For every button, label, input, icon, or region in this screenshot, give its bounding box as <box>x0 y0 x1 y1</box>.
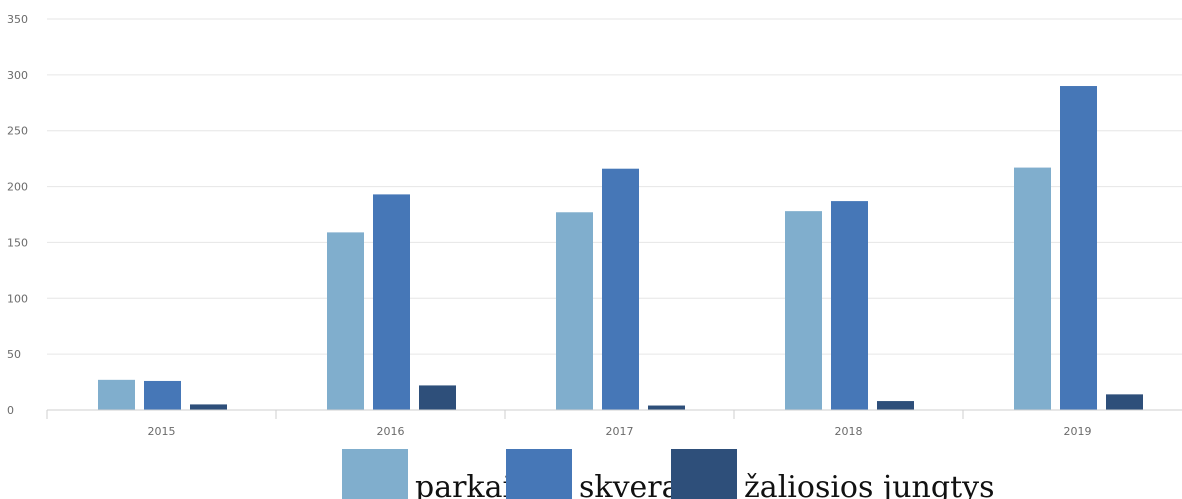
bar-parkai-2018 <box>785 211 822 410</box>
y-tick-label: 0 <box>7 404 14 417</box>
y-axis: 0 50 100 150 200 250 300 350 <box>7 13 28 417</box>
x-tick-label: 2017 <box>606 425 634 438</box>
bar-žaliosios-jungtys-2016 <box>419 385 456 410</box>
bar-skverai-2018 <box>831 201 868 410</box>
y-tick-label: 50 <box>7 348 21 361</box>
bar-skverai-2019 <box>1060 86 1097 411</box>
legend-label: skverai <box>579 470 689 499</box>
bar-parkai-2016 <box>327 232 364 410</box>
bar-žaliosios-jungtys-2019 <box>1106 394 1143 410</box>
y-tick-label: 350 <box>7 13 28 26</box>
legend-swatch <box>671 449 737 499</box>
bar-parkai-2017 <box>556 212 593 410</box>
bar-skverai-2017 <box>602 168 639 410</box>
bar-parkai-2015 <box>98 379 135 410</box>
y-tick-label: 300 <box>7 69 28 82</box>
legend-swatch <box>342 449 408 499</box>
bars <box>98 86 1143 411</box>
bar-parkai-2019 <box>1014 167 1051 410</box>
bar-žaliosios-jungtys-2015 <box>190 404 227 410</box>
bar-žaliosios-jungtys-2018 <box>877 401 914 410</box>
y-tick-label: 200 <box>7 181 28 194</box>
y-tick-label: 250 <box>7 125 28 138</box>
x-tick-label: 2018 <box>835 425 863 438</box>
bar-skverai-2016 <box>373 194 410 410</box>
y-tick-label: 150 <box>7 236 28 249</box>
legend: parkai skverai žaliosios jungtys <box>342 449 994 499</box>
legend-label: žaliosios jungtys <box>744 470 994 499</box>
x-tick-label: 2019 <box>1064 425 1092 438</box>
legend-label: parkai <box>415 470 512 499</box>
legend-swatch <box>506 449 572 499</box>
y-tick-label: 100 <box>7 292 28 305</box>
x-tick-label: 2016 <box>377 425 405 438</box>
x-tick-label: 2015 <box>148 425 176 438</box>
bar-skverai-2015 <box>144 380 181 410</box>
x-axis: 2015 2016 2017 2018 2019 <box>46 409 1182 438</box>
bar-žaliosios-jungtys-2017 <box>648 405 685 410</box>
